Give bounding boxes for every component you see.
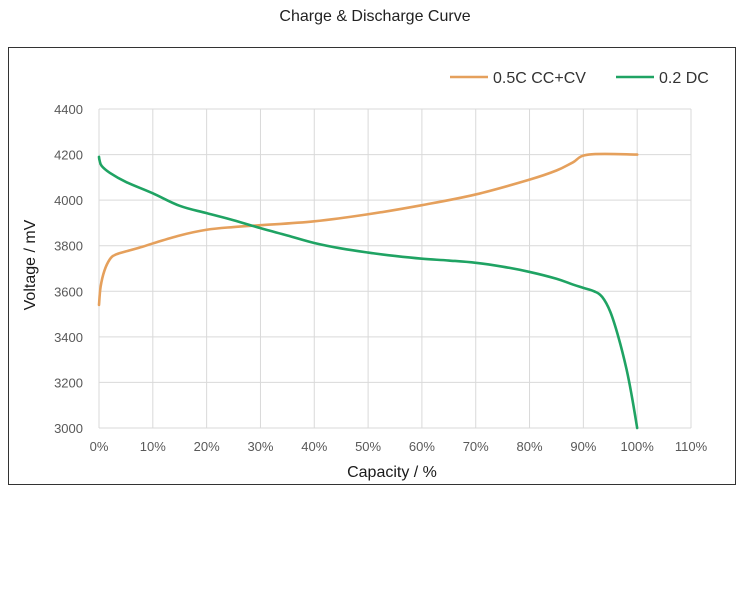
- legend-label: 0.5C CC+CV: [493, 70, 586, 87]
- x-tick-label: 90%: [570, 439, 596, 454]
- x-tick-label: 110%: [675, 439, 708, 454]
- series-line-charge: [97, 152, 639, 307]
- axis-tick-labels: 0% 10% 20% 30% 40% 50% 60% 70% 80% 90% 100% 110% 300…: [54, 102, 707, 454]
- y-tick-label: 3200: [54, 375, 83, 390]
- x-tick-label: 40%: [301, 439, 327, 454]
- x-tick-label: 20%: [194, 439, 220, 454]
- legend-label: 0.2 DC: [659, 70, 709, 87]
- x-axis-title: Capacity / %: [347, 464, 437, 481]
- grid-lines: [98, 108, 692, 429]
- x-tick-label: 0%: [90, 439, 109, 454]
- x-tick-label: 10%: [140, 439, 166, 454]
- series-lines: [97, 152, 639, 430]
- chart-frame: [8, 47, 736, 485]
- x-tick-label: 30%: [247, 439, 273, 454]
- y-tick-label: 3400: [54, 330, 83, 345]
- legend: 0.5C CC+CV 0.2 DC: [450, 70, 709, 87]
- x-tick-label: 50%: [355, 439, 381, 454]
- series-line-discharge: [97, 155, 639, 430]
- y-tick-label: 4200: [54, 148, 83, 163]
- y-tick-label: 4000: [54, 193, 83, 208]
- y-tick-label: 3800: [54, 239, 83, 254]
- y-tick-label: 3600: [54, 284, 83, 299]
- x-tick-label: 60%: [409, 439, 435, 454]
- y-tick-label: 4400: [54, 102, 83, 117]
- x-tick-label: 70%: [463, 439, 489, 454]
- y-tick-label: 3000: [54, 421, 83, 436]
- x-tick-label: 100%: [621, 439, 655, 454]
- y-axis-title: Voltage / mV: [22, 219, 39, 310]
- x-tick-label: 80%: [517, 439, 543, 454]
- chart-title: Charge & Discharge Curve: [279, 8, 471, 25]
